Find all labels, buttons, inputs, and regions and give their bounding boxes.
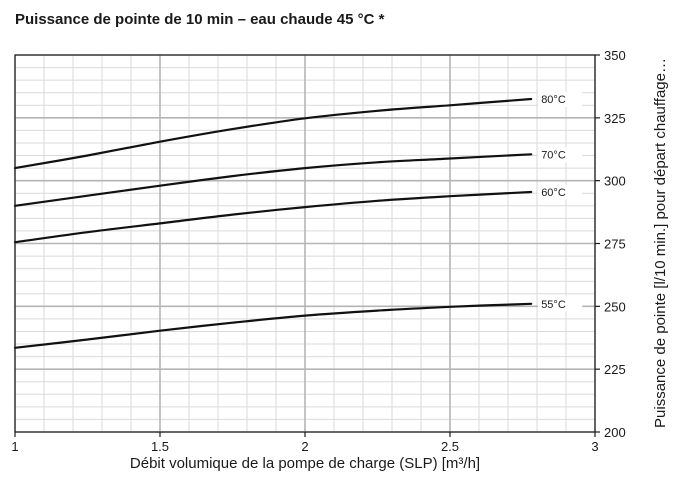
grid [14, 54, 596, 433]
series-label: 60°C [541, 187, 566, 199]
x-tick-label: 1.5 [151, 439, 169, 454]
series-label-bg [538, 91, 583, 107]
series-labels: 80°C 70°C 60°C 55°C [538, 91, 583, 312]
axis-ticks: 1 1.5 2 2.5 3 200 225 250 275 300 325 350 [11, 48, 625, 454]
y-axis-label: Puissance de pointe [l/10 min.] pour dép… [652, 58, 669, 428]
series-label-bg [538, 184, 583, 200]
y-tick-label: 350 [604, 48, 626, 63]
series-line-60c [13, 190, 533, 244]
y-tick-label: 275 [604, 237, 626, 252]
series-label: 70°C [541, 149, 566, 161]
x-tick-label: 1 [11, 439, 18, 454]
series-label: 55°C [541, 299, 566, 311]
x-tick-label: 2 [301, 439, 308, 454]
x-axis-label: Débit volumique de la pompe de charge (S… [130, 455, 480, 472]
series-lines [13, 97, 533, 349]
y-tick-label: 225 [604, 362, 626, 377]
series-line-70c [13, 153, 533, 207]
series-line-55c [13, 302, 533, 349]
x-tick-label: 2.5 [441, 439, 459, 454]
series-label-bg [538, 147, 583, 163]
y-tick-label: 325 [604, 111, 626, 126]
series-label-bg [538, 296, 583, 312]
x-tick-label: 3 [591, 439, 598, 454]
series-label: 80°C [541, 94, 566, 106]
series-line-80c [13, 97, 533, 170]
y-tick-label: 200 [604, 425, 626, 440]
y-tick-label: 250 [604, 299, 626, 314]
chart-title: Puissance de pointe de 10 min – eau chau… [15, 11, 385, 28]
y-tick-label: 300 [604, 174, 626, 189]
